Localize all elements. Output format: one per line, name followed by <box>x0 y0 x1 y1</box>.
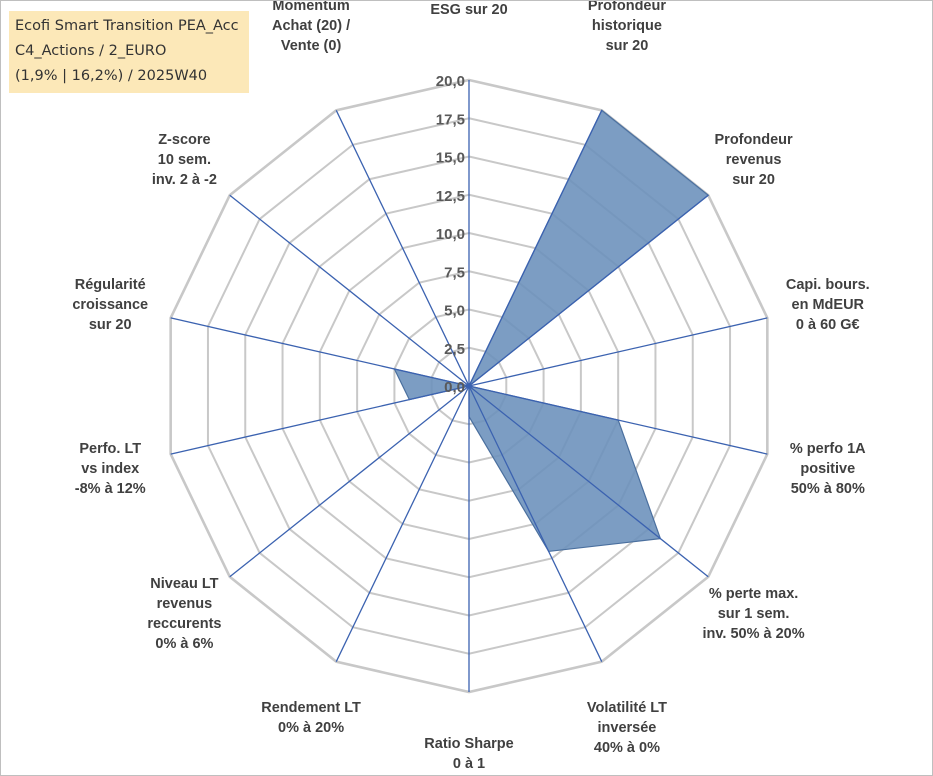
axis-label: Perfo. LT vs index -8% à 12% <box>75 441 146 497</box>
tick-label: 5,0 <box>444 303 465 320</box>
axis-spoke <box>468 385 603 662</box>
axis-spoke <box>170 385 470 455</box>
axis-label: Z-score 10 sem. inv. 2 à -2 <box>152 132 217 188</box>
axis-spoke <box>468 194 709 387</box>
axis-label: Régularité croissance sur 20 <box>72 277 148 333</box>
axis-label: Profondeur revenus sur 20 <box>715 132 793 188</box>
axis-spoke <box>229 194 470 387</box>
axis-label: Capi. bours. en MdEUR 0 à 60 G€ <box>786 277 870 333</box>
tick-label: 2,5 <box>444 341 465 358</box>
tick-label: 20,0 <box>436 73 465 90</box>
radar-area <box>393 109 710 553</box>
axis-spoke <box>335 110 470 387</box>
tick-label: 15,0 <box>436 150 465 167</box>
axis-label: % perfo 1A positive 50% à 80% <box>790 441 866 497</box>
axis-spoke <box>468 385 768 455</box>
axis-label: Niveau LT revenus reccurents 0% à 6% <box>147 576 221 652</box>
axis-label: % perte max. sur 1 sem. inv. 50% à 20% <box>703 586 805 642</box>
axis-spoke <box>170 317 470 387</box>
tick-label: 0,0 <box>444 379 465 396</box>
axis-label: Ratio Sharpe 0 à 1 <box>424 736 513 772</box>
fund-title-box: Ecofi Smart Transition PEA_Acc C4_Action… <box>9 11 249 93</box>
axis-spoke <box>468 110 603 387</box>
axis-label: Profondeur historique sur 20 <box>588 1 666 54</box>
fund-title-line: Ecofi Smart Transition PEA_Acc <box>15 18 239 34</box>
tick-label: 17,5 <box>436 111 465 128</box>
axis-label: Rendement LT 0% à 20% <box>261 700 361 736</box>
axis-spoke <box>335 385 470 662</box>
axis-spoke <box>468 385 709 578</box>
axis-spoke <box>229 385 470 578</box>
fund-title-line: C4_Actions / 2_EURO <box>15 43 167 59</box>
radar-spokes <box>170 80 768 692</box>
axis-spoke <box>468 317 768 387</box>
data-series-area <box>393 109 710 553</box>
fund-title-line: (1,9% | 16,2%) / 2025W40 <box>15 68 208 84</box>
radar-tick-labels: 0,0 2,5 5,0 7,5 10,0 12,5 15,0 17,5 20,0 <box>436 73 465 396</box>
tick-label: 12,5 <box>436 188 465 205</box>
tick-label: 7,5 <box>444 264 465 281</box>
axis-label: Volatilité LT inversée 40% à 0% <box>587 700 667 756</box>
axis-label: Momentum Achat (20) / Vente (0) <box>272 1 350 54</box>
tick-label: 10,0 <box>436 226 465 243</box>
axis-label: NoteESG sur 20 <box>430 1 507 18</box>
